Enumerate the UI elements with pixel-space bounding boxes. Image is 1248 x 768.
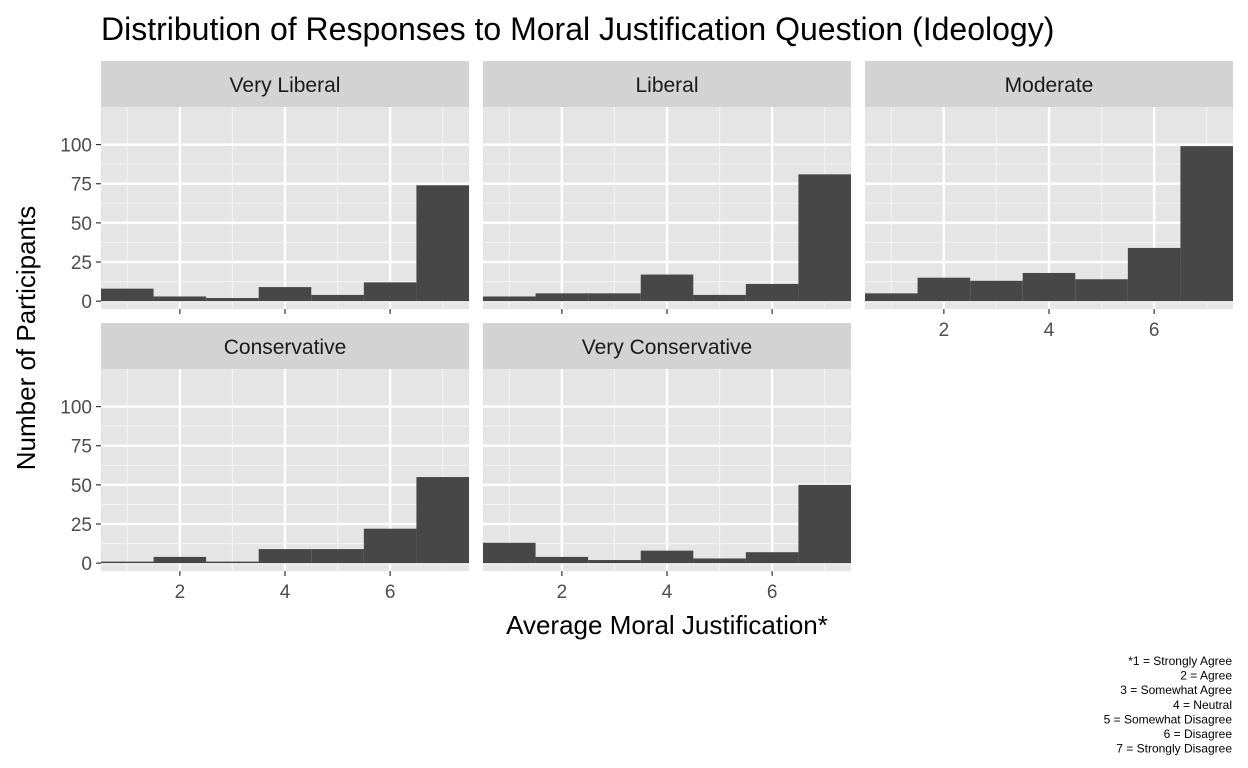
histogram-bar-moderate-6 [1127, 247, 1181, 302]
y-tick-label: 0 [81, 554, 92, 575]
histogram-bar-very-liberal-7 [416, 185, 469, 302]
histogram-bar-moderate-2 [917, 277, 971, 302]
caption-line: 2 = Agree [1180, 669, 1232, 683]
histogram-bar-moderate-1 [865, 293, 918, 302]
histogram-bar-very-liberal-4 [258, 287, 312, 302]
strip-liberal [483, 61, 851, 107]
panel-moderate: Moderate 2 4 6 [865, 61, 1233, 341]
histogram-bar-very-conservative-4 [640, 550, 694, 564]
strip-label-very-liberal: Very Liberal [230, 74, 341, 97]
histogram-bar-liberal-3 [588, 293, 641, 302]
caption-line: 4 = Neutral [1173, 698, 1232, 712]
histogram-bar-conservative-1 [101, 561, 154, 564]
strip-very-conservative [483, 323, 851, 369]
panel-very-liberal: Very Liberal 0 25 50 75 100 [60, 61, 469, 314]
caption-line: 7 = Strongly Disagree [1116, 742, 1232, 756]
histogram-bar-conservative-2 [153, 556, 207, 564]
histogram-bar-moderate-4 [1022, 272, 1076, 302]
x-tick-label: 2 [557, 582, 568, 603]
histogram-bar-conservative-7 [416, 477, 469, 564]
histogram-bar-very-conservative-3 [588, 560, 641, 564]
histogram-bar-liberal-7 [798, 174, 851, 302]
x-tick-label: 4 [280, 582, 291, 603]
strip-moderate [865, 61, 1233, 107]
y-tick-label: 0 [81, 292, 92, 313]
x-tick-label: 4 [662, 582, 673, 603]
y-tick-label: 75 [71, 437, 92, 458]
caption-line: 5 = Somewhat Disagree [1104, 712, 1233, 726]
strip-label-moderate: Moderate [1005, 74, 1094, 97]
histogram-bar-liberal-1 [483, 296, 536, 302]
y-tick-label: 25 [71, 253, 92, 274]
y-axis-title: Number of Participants [11, 206, 41, 470]
histogram-bar-very-conservative-1 [483, 542, 536, 564]
caption-line: *1 = Strongly Agree [1128, 654, 1232, 668]
histogram-bar-moderate-3 [970, 280, 1023, 302]
histogram-bar-conservative-5 [311, 549, 364, 564]
y-tick-label: 50 [71, 214, 92, 235]
histogram-bar-conservative-6 [363, 528, 417, 564]
panel-very-conservative: Very Conservative 2 4 6 [483, 323, 851, 603]
histogram-bar-conservative-3 [206, 561, 259, 564]
panel-liberal: Liberal [483, 61, 851, 314]
x-axis-title: Average Moral Justification* [506, 610, 828, 640]
x-tick-label: 2 [175, 582, 186, 603]
histogram-bar-very-conservative-5 [693, 558, 746, 564]
histogram-bar-very-liberal-3 [206, 298, 259, 302]
histogram-bar-moderate-7 [1180, 146, 1233, 302]
y-tick-label: 100 [60, 136, 92, 157]
chart-title: Distribution of Responses to Moral Justi… [101, 11, 1054, 47]
x-tick-label: 4 [1044, 320, 1055, 341]
y-tick-label: 25 [71, 515, 92, 536]
strip-very-liberal [101, 61, 469, 107]
histogram-bar-very-conservative-6 [745, 552, 799, 564]
histogram-bar-very-liberal-6 [363, 282, 417, 302]
y-tick-label: 50 [71, 476, 92, 497]
x-tick-label: 2 [939, 320, 950, 341]
strip-conservative [101, 323, 469, 369]
facet-panels: Very Liberal 0 25 50 75 100 Liberal Moderate 2 4 6… [60, 61, 1233, 603]
histogram-bar-very-liberal-1 [101, 288, 154, 302]
histogram-bar-very-liberal-5 [311, 294, 364, 302]
panel-conservative: Conservative 0 25 50 75 100 2 4 6 [60, 323, 469, 603]
histogram-bar-liberal-4 [640, 274, 694, 302]
y-tick-label: 75 [71, 175, 92, 196]
strip-label-very-conservative: Very Conservative [582, 336, 752, 359]
histogram-bar-conservative-4 [258, 549, 312, 564]
caption-line: 6 = Disagree [1164, 727, 1233, 741]
histogram-bar-very-conservative-7 [798, 484, 851, 564]
strip-label-conservative: Conservative [224, 336, 347, 359]
x-tick-label: 6 [1149, 320, 1160, 341]
histogram-bar-liberal-5 [693, 294, 746, 302]
x-tick-label: 6 [767, 582, 778, 603]
y-tick-label: 100 [60, 398, 92, 419]
histogram-bar-liberal-6 [745, 283, 799, 302]
histogram-bar-very-conservative-2 [535, 556, 589, 564]
caption-line: 3 = Somewhat Agree [1120, 683, 1232, 697]
x-tick-label: 6 [385, 582, 396, 603]
strip-label-liberal: Liberal [635, 74, 698, 97]
histogram-bar-very-liberal-2 [153, 296, 207, 302]
histogram-bar-moderate-5 [1075, 279, 1128, 302]
histogram-bar-liberal-2 [535, 293, 589, 302]
